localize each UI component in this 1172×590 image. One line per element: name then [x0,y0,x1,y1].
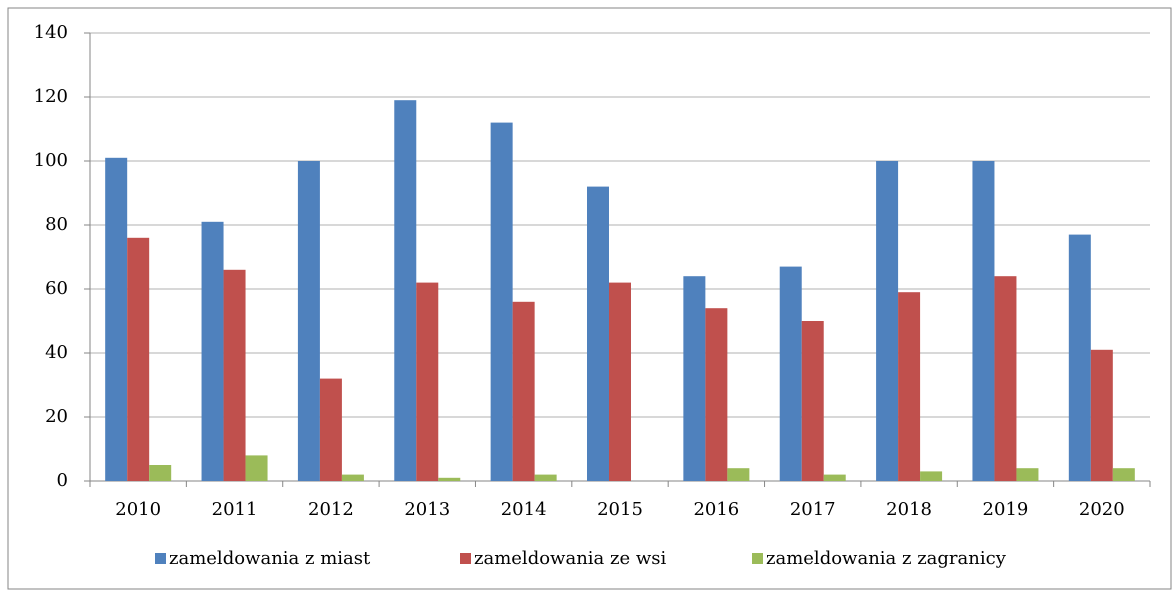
x-tick-label: 2010 [115,499,161,520]
bar [587,186,609,481]
bar [994,276,1017,481]
legend-swatch [460,553,471,564]
bar [683,276,706,481]
x-tick-label: 2016 [693,499,739,520]
bar [416,282,439,481]
bar [1090,349,1113,481]
legend-label: zameldowania z zagranicy [766,548,1007,569]
bar [201,221,224,482]
bar [127,237,150,481]
x-tick-label: 2013 [404,499,450,520]
y-tick-label: 140 [34,22,68,43]
bar [319,378,342,481]
bar [223,269,246,481]
x-tick-label: 2011 [212,499,258,520]
legend-label: zameldowania z miast [169,548,371,569]
bar [727,468,750,481]
x-tick-label: 2017 [790,499,836,520]
bar [341,474,364,481]
y-tick-label: 100 [34,150,68,171]
bar [297,161,320,481]
bar [920,471,943,481]
bar [105,157,128,482]
y-tick-label: 120 [34,86,68,107]
bar [609,282,631,481]
bar [394,100,417,481]
legend-swatch [155,553,166,564]
legend-label: zameldowania ze wsi [474,548,666,569]
bar [876,161,899,481]
bar [823,474,846,481]
y-tick-label: 20 [45,406,68,427]
x-tick-label: 2012 [308,499,354,520]
bar [149,465,172,481]
bar [1112,468,1135,481]
x-tick-label: 2014 [501,499,547,520]
x-tick-label: 2019 [983,499,1029,520]
x-tick-label: 2018 [886,499,932,520]
bar [898,292,921,481]
y-tick-label: 40 [45,342,68,363]
bar [512,301,535,481]
bar [972,161,995,481]
bar [801,321,824,481]
bar [245,455,268,481]
y-tick-label: 80 [45,214,68,235]
bar [438,477,461,481]
x-tick-label: 2020 [1079,499,1125,520]
bar [490,122,513,481]
bar [779,266,802,481]
bar [1016,468,1039,481]
legend-swatch [752,553,763,564]
y-tick-label: 60 [45,278,68,299]
bar [1068,234,1091,481]
bar [705,308,728,481]
bar [534,474,557,481]
x-tick-label: 2015 [597,499,643,520]
y-tick-label: 0 [57,470,68,491]
